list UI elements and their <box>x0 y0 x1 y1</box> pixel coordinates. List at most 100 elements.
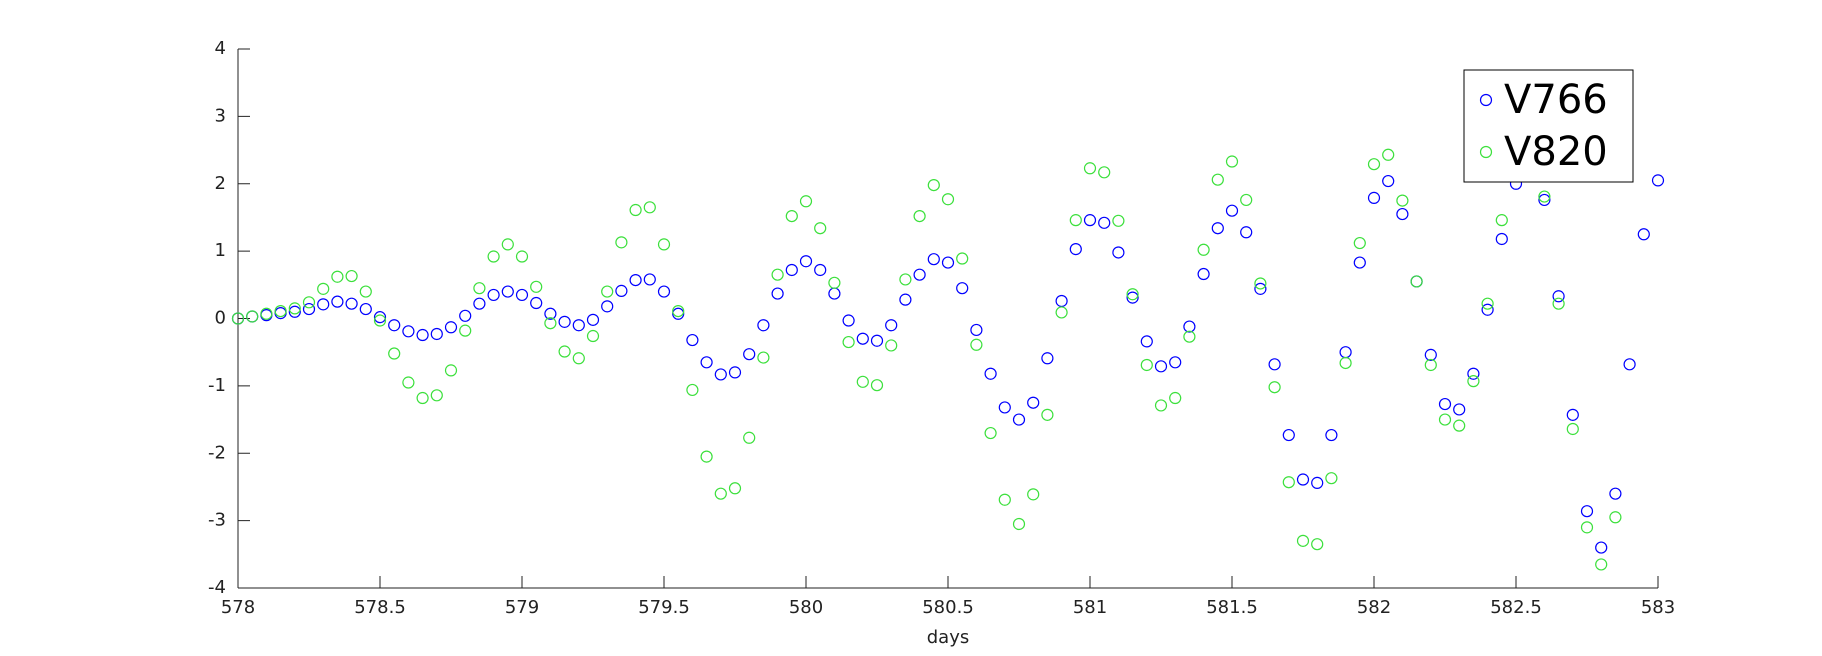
marker <box>814 263 827 277</box>
marker <box>1467 375 1480 388</box>
marker <box>1410 275 1423 288</box>
marker <box>1169 391 1182 405</box>
y-tick-label: 1 <box>215 240 226 261</box>
marker <box>1580 505 1594 518</box>
marker <box>885 319 898 332</box>
marker <box>785 263 798 277</box>
marker <box>799 195 813 208</box>
marker <box>317 298 330 311</box>
marker <box>530 280 543 293</box>
marker <box>473 282 486 295</box>
marker <box>899 273 912 286</box>
marker <box>927 178 940 192</box>
marker <box>828 276 841 289</box>
marker <box>1566 408 1579 421</box>
legend-marker <box>1479 93 1493 107</box>
marker <box>501 285 514 298</box>
marker <box>856 332 869 345</box>
marker <box>1098 166 1111 179</box>
marker <box>359 302 372 316</box>
marker <box>359 285 372 298</box>
marker <box>1240 193 1253 207</box>
marker <box>1268 381 1281 394</box>
marker <box>856 375 869 388</box>
legend-label: V766 <box>1504 77 1608 123</box>
marker <box>416 328 429 342</box>
y-tick-label: -1 <box>208 375 226 396</box>
marker <box>1552 297 1565 310</box>
marker <box>1339 346 1352 359</box>
marker <box>686 333 699 347</box>
marker <box>1566 422 1579 436</box>
marker <box>672 304 685 318</box>
series <box>231 138 1622 571</box>
marker <box>1197 243 1210 256</box>
y-tick-label: -3 <box>208 510 226 531</box>
marker <box>842 335 855 349</box>
marker <box>956 252 969 265</box>
marker <box>1069 243 1082 256</box>
marker <box>1367 191 1381 204</box>
marker <box>629 273 642 287</box>
marker <box>373 314 387 327</box>
marker <box>757 319 770 332</box>
marker <box>515 288 529 302</box>
marker <box>1311 538 1324 551</box>
marker <box>1424 358 1437 372</box>
marker <box>771 268 784 281</box>
marker <box>416 391 429 405</box>
marker <box>1225 204 1239 217</box>
marker <box>388 319 401 332</box>
marker <box>941 256 955 269</box>
marker <box>288 305 301 318</box>
marker <box>1325 472 1338 485</box>
x-tick-label: 582 <box>1357 597 1391 618</box>
marker <box>487 288 500 302</box>
x-tick-label: 578 <box>221 597 255 618</box>
marker <box>1112 246 1125 259</box>
x-tick-label: 583 <box>1641 597 1675 618</box>
marker <box>1424 348 1437 361</box>
x-tick-label: 579.5 <box>638 597 690 618</box>
x-axis-label: days <box>927 627 970 648</box>
marker <box>274 304 287 318</box>
marker <box>998 401 1011 414</box>
marker <box>444 321 458 334</box>
marker <box>1055 306 1068 319</box>
marker <box>771 287 784 300</box>
x-tick-label: 582.5 <box>1490 597 1542 618</box>
marker <box>870 334 884 347</box>
marker <box>1580 521 1594 534</box>
marker <box>842 314 855 327</box>
marker <box>1481 297 1494 310</box>
marker <box>686 383 699 397</box>
marker <box>1396 207 1409 221</box>
y-tick-label: 0 <box>215 308 226 329</box>
marker <box>231 312 245 325</box>
marker <box>572 319 585 332</box>
legend-label: V820 <box>1504 129 1608 175</box>
x-tick-label: 580.5 <box>922 597 974 618</box>
marker <box>1154 360 1168 373</box>
marker <box>1623 358 1636 371</box>
marker <box>728 366 742 379</box>
marker <box>913 268 926 281</box>
marker <box>743 431 756 444</box>
marker <box>1538 193 1551 207</box>
marker <box>970 338 983 351</box>
marker <box>1396 194 1409 207</box>
marker <box>586 329 600 343</box>
marker <box>1296 534 1310 547</box>
marker <box>1225 155 1239 168</box>
marker <box>814 222 827 235</box>
x-tick-label: 578.5 <box>354 597 406 618</box>
marker <box>487 250 500 263</box>
marker <box>1495 232 1508 246</box>
marker <box>246 310 259 323</box>
marker <box>1069 214 1082 227</box>
marker <box>345 297 358 310</box>
marker <box>1098 216 1111 229</box>
marker <box>1268 358 1281 371</box>
marker <box>1595 541 1608 554</box>
marker <box>1211 222 1224 235</box>
